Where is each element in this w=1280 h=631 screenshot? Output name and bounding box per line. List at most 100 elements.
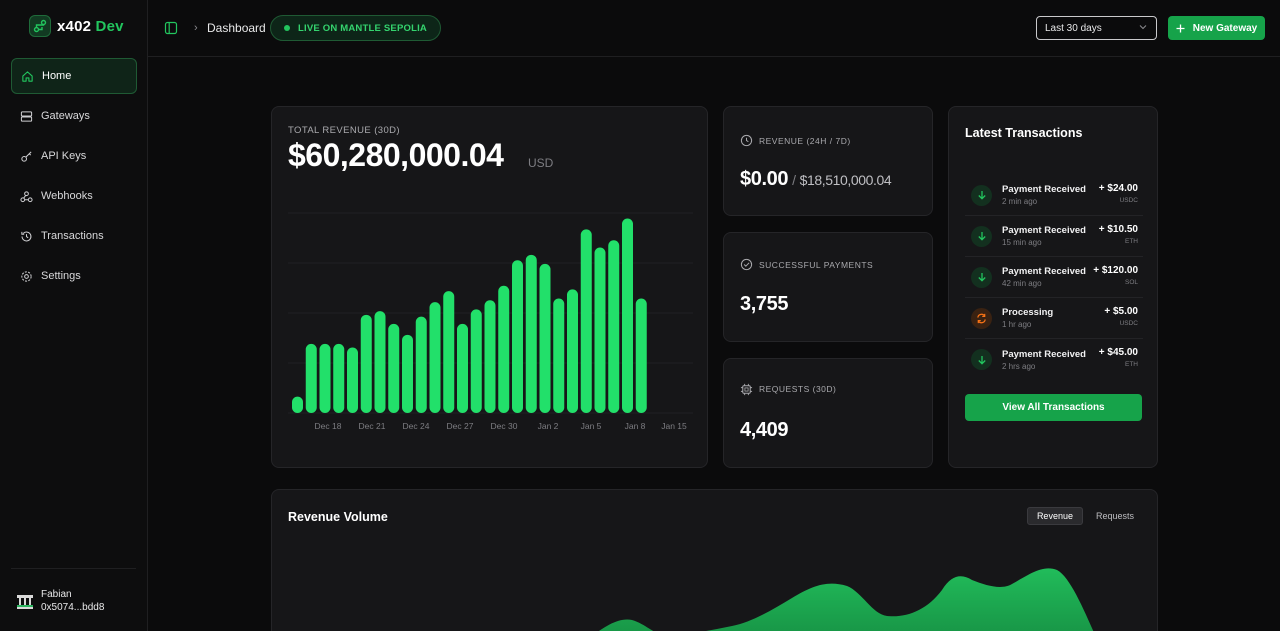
bar[interactable] — [498, 285, 510, 413]
bar[interactable] — [484, 300, 496, 413]
bar[interactable] — [525, 254, 537, 413]
transaction-currency: USDC — [1119, 197, 1138, 204]
sidebar-item-label: Home — [42, 70, 72, 82]
transaction-info: Payment Received 15 min ago — [1002, 225, 1086, 247]
transaction-time: 1 hr ago — [1002, 320, 1032, 329]
x-tick-label: Dec 27 — [447, 421, 474, 431]
sidebar-item-gateways[interactable]: Gateways — [11, 98, 137, 134]
view-all-transactions-button[interactable]: View All Transactions — [965, 394, 1142, 421]
area-series — [599, 568, 1094, 631]
transaction-info: Payment Received 42 min ago — [1002, 266, 1086, 288]
x-tick-label: Jan 8 — [625, 421, 646, 431]
clock-icon — [740, 134, 753, 147]
successful-payments-value: 3,755 — [740, 293, 789, 315]
bar[interactable] — [319, 343, 331, 413]
bar[interactable] — [457, 323, 468, 413]
bar[interactable] — [429, 302, 441, 413]
tab-revenue[interactable]: Revenue — [1026, 507, 1083, 525]
sidebar: x402 Dev Home Gateways API Keys Webhooks… — [0, 0, 148, 631]
transaction-row[interactable]: Payment Received 2 min ago + $24.00 USDC — [965, 175, 1143, 216]
transaction-row[interactable]: Payment Received 42 min ago + $120.00 SOL — [965, 257, 1143, 298]
bar[interactable] — [553, 298, 565, 413]
sidebar-item-webhooks[interactable]: Webhooks — [11, 178, 137, 214]
transaction-amount: + $45.00 — [1098, 347, 1138, 358]
x-tick-label: Dec 21 — [359, 421, 386, 431]
plus-icon — [1176, 24, 1185, 32]
bar[interactable] — [305, 343, 317, 413]
bar[interactable] — [608, 240, 620, 413]
breadcrumb[interactable]: Dashboard — [207, 21, 266, 35]
transaction-name: Payment Received — [1002, 184, 1086, 195]
transaction-amount-block: + $10.50 ETH — [1099, 224, 1138, 245]
network-status-badge: LIVE ON MANTLE SEPOLIA — [270, 15, 441, 41]
brand[interactable]: x402 Dev — [29, 15, 124, 37]
latest-transactions-card: Latest Transactions Payment Received 2 mi… — [948, 106, 1158, 468]
new-gateway-label: New Gateway — [1192, 22, 1258, 34]
bar[interactable] — [415, 316, 427, 413]
transaction-info: Processing 1 hr ago — [1002, 307, 1053, 329]
date-range-value: Last 30 days — [1045, 22, 1102, 34]
new-gateway-button[interactable]: New Gateway — [1168, 16, 1265, 40]
sidebar-item-label: Settings — [41, 270, 81, 282]
transaction-amount-block: + $24.00 USDC — [1099, 183, 1138, 204]
transaction-row[interactable]: Payment Received 2 hrs ago + $45.00 ETH — [965, 339, 1143, 380]
transaction-amount-block: + $45.00 ETH — [1099, 347, 1138, 368]
transaction-amount-block: + $5.00 USDC — [1104, 306, 1138, 327]
revenue-24h-value: $0.00 — [740, 168, 789, 190]
sidebar-nav: Home Gateways API Keys Webhooks Transact… — [11, 58, 137, 298]
transaction-time: 2 min ago — [1002, 197, 1038, 206]
latest-transactions-title: Latest Transactions — [965, 126, 1083, 140]
x-tick-label: Dec 30 — [491, 421, 518, 431]
webhook-icon — [20, 190, 33, 202]
transaction-row[interactable]: Payment Received 15 min ago + $10.50 ETH — [965, 216, 1143, 257]
sidebar-item-label: Transactions — [41, 230, 104, 242]
bar[interactable] — [292, 396, 303, 413]
logo-icon — [29, 15, 51, 37]
check-circle-icon — [740, 258, 753, 271]
requests-card: REQUESTS (30D) 4,409 — [723, 358, 933, 468]
x-tick-label: Dec 24 — [403, 421, 430, 431]
revenue-separator: / — [792, 172, 796, 188]
bar[interactable] — [388, 323, 400, 413]
transaction-amount: + $24.00 — [1098, 183, 1138, 194]
arrow-down-icon — [971, 184, 992, 206]
sidebar-item-label: Gateways — [41, 110, 90, 122]
tab-requests[interactable]: Requests — [1095, 511, 1134, 521]
x-tick-label: Jan 5 — [581, 421, 602, 431]
transactions-list: Payment Received 2 min ago + $24.00 USDC Pay… — [965, 175, 1143, 380]
bar[interactable] — [374, 311, 386, 413]
user-profile[interactable]: Fabian 0x5074...bdd8 — [16, 588, 104, 614]
bar[interactable] — [580, 229, 592, 413]
bar[interactable] — [539, 263, 551, 413]
transaction-time: 42 min ago — [1002, 279, 1042, 288]
revenue-volume-area-chart — [599, 568, 1094, 631]
bar[interactable] — [622, 218, 633, 413]
brand-name: x402 Dev — [57, 17, 124, 35]
bar[interactable] — [512, 260, 523, 413]
transaction-row[interactable]: Processing 1 hr ago + $5.00 USDC — [965, 298, 1143, 339]
bar[interactable] — [470, 309, 482, 413]
bar[interactable] — [567, 289, 578, 413]
transaction-currency: SOL — [1124, 279, 1138, 286]
bar[interactable] — [333, 343, 345, 413]
arrow-down-icon — [971, 225, 992, 247]
sidebar-item-api-keys[interactable]: API Keys — [11, 138, 137, 174]
date-range-select[interactable]: Last 30 days — [1036, 16, 1157, 40]
bar[interactable] — [347, 347, 358, 413]
sidebar-toggle-icon[interactable] — [164, 21, 178, 35]
bar[interactable] — [402, 334, 413, 413]
bar[interactable] — [594, 247, 606, 413]
transaction-name: Payment Received — [1002, 266, 1086, 277]
currency-unit: USD — [528, 156, 554, 170]
successful-payments-card: SUCCESSFUL PAYMENTS 3,755 — [723, 232, 933, 342]
avatar — [17, 595, 33, 609]
sidebar-item-settings[interactable]: Settings — [11, 258, 137, 294]
bar[interactable] — [635, 298, 647, 413]
transaction-amount: + $120.00 — [1093, 265, 1138, 276]
total-revenue-value: $60,280,000.04 — [288, 137, 504, 173]
sidebar-item-home[interactable]: Home — [11, 58, 137, 94]
x-tick-label: Jan 15 — [661, 421, 687, 431]
bar[interactable] — [360, 314, 372, 413]
bar[interactable] — [443, 291, 455, 413]
sidebar-item-transactions[interactable]: Transactions — [11, 218, 137, 254]
